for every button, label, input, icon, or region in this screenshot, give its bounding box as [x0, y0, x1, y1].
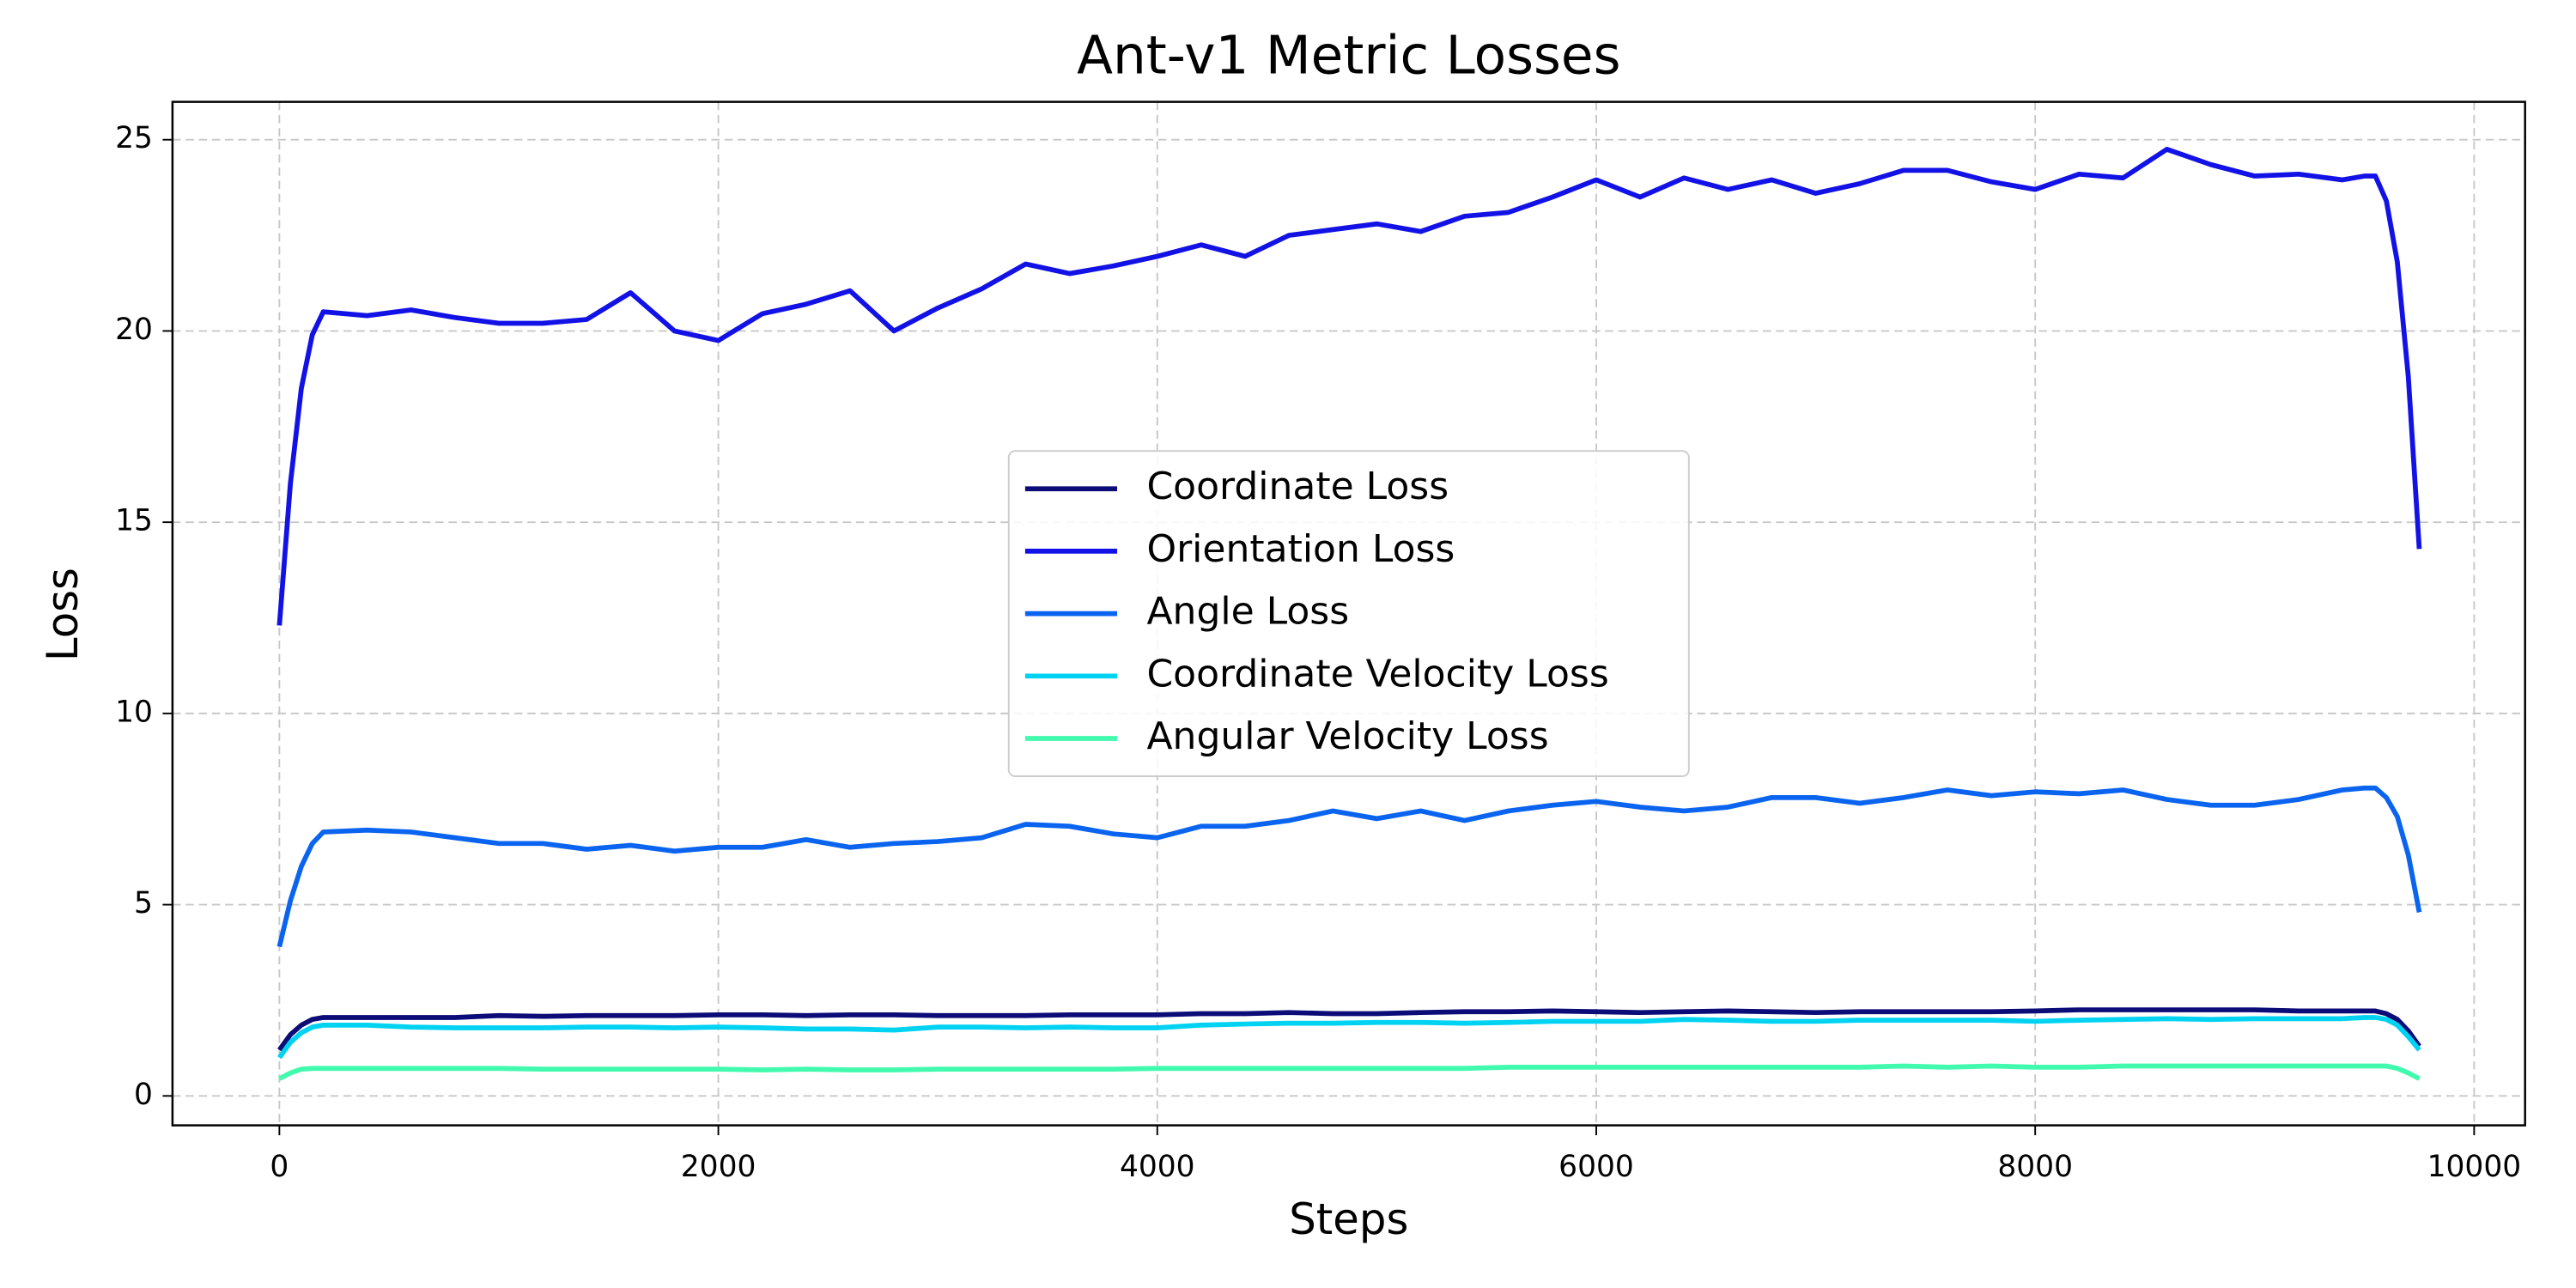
y-tick-label: 0	[134, 1078, 153, 1112]
line-series	[276, 785, 2422, 948]
legend-box	[1007, 450, 1690, 777]
y-tick-label: 5	[134, 886, 153, 920]
legend: Coordinate Loss Orientation Loss Angle Los…	[1007, 450, 1690, 777]
legend-label: Coordinate Velocity Loss	[1146, 652, 1608, 696]
x-axis-label: Steps	[1289, 1194, 1408, 1244]
y-tick-label: 20	[115, 313, 153, 347]
plot-frame	[171, 100, 2526, 1127]
x-tick-label: 8000	[1997, 1150, 2073, 1184]
x-tick-label: 10000	[2427, 1150, 2522, 1184]
y-tick-label: 10	[115, 695, 153, 729]
y-axis-label: Loss	[38, 568, 88, 661]
x-tick-label: 4000	[1120, 1150, 1195, 1184]
legend-label: Orientation Loss	[1146, 527, 1455, 571]
x-tick-label: 6000	[1558, 1150, 1634, 1184]
y-tick-label: 15	[115, 504, 153, 538]
x-tick-label: 2000	[681, 1150, 756, 1184]
chart-title: Ant-v1 Metric Losses	[1077, 25, 1620, 86]
line-series	[276, 146, 2422, 626]
legend-label: Angular Velocity Loss	[1146, 714, 1548, 758]
y-tick-label: 25	[115, 121, 153, 155]
line-series	[278, 1063, 2421, 1081]
legend-label: Angle Loss	[1146, 590, 1349, 634]
legend-label: Coordinate Loss	[1146, 465, 1449, 508]
x-tick-label: 0	[270, 1150, 289, 1184]
line-series	[277, 1015, 2421, 1060]
line-series	[277, 1007, 2421, 1052]
